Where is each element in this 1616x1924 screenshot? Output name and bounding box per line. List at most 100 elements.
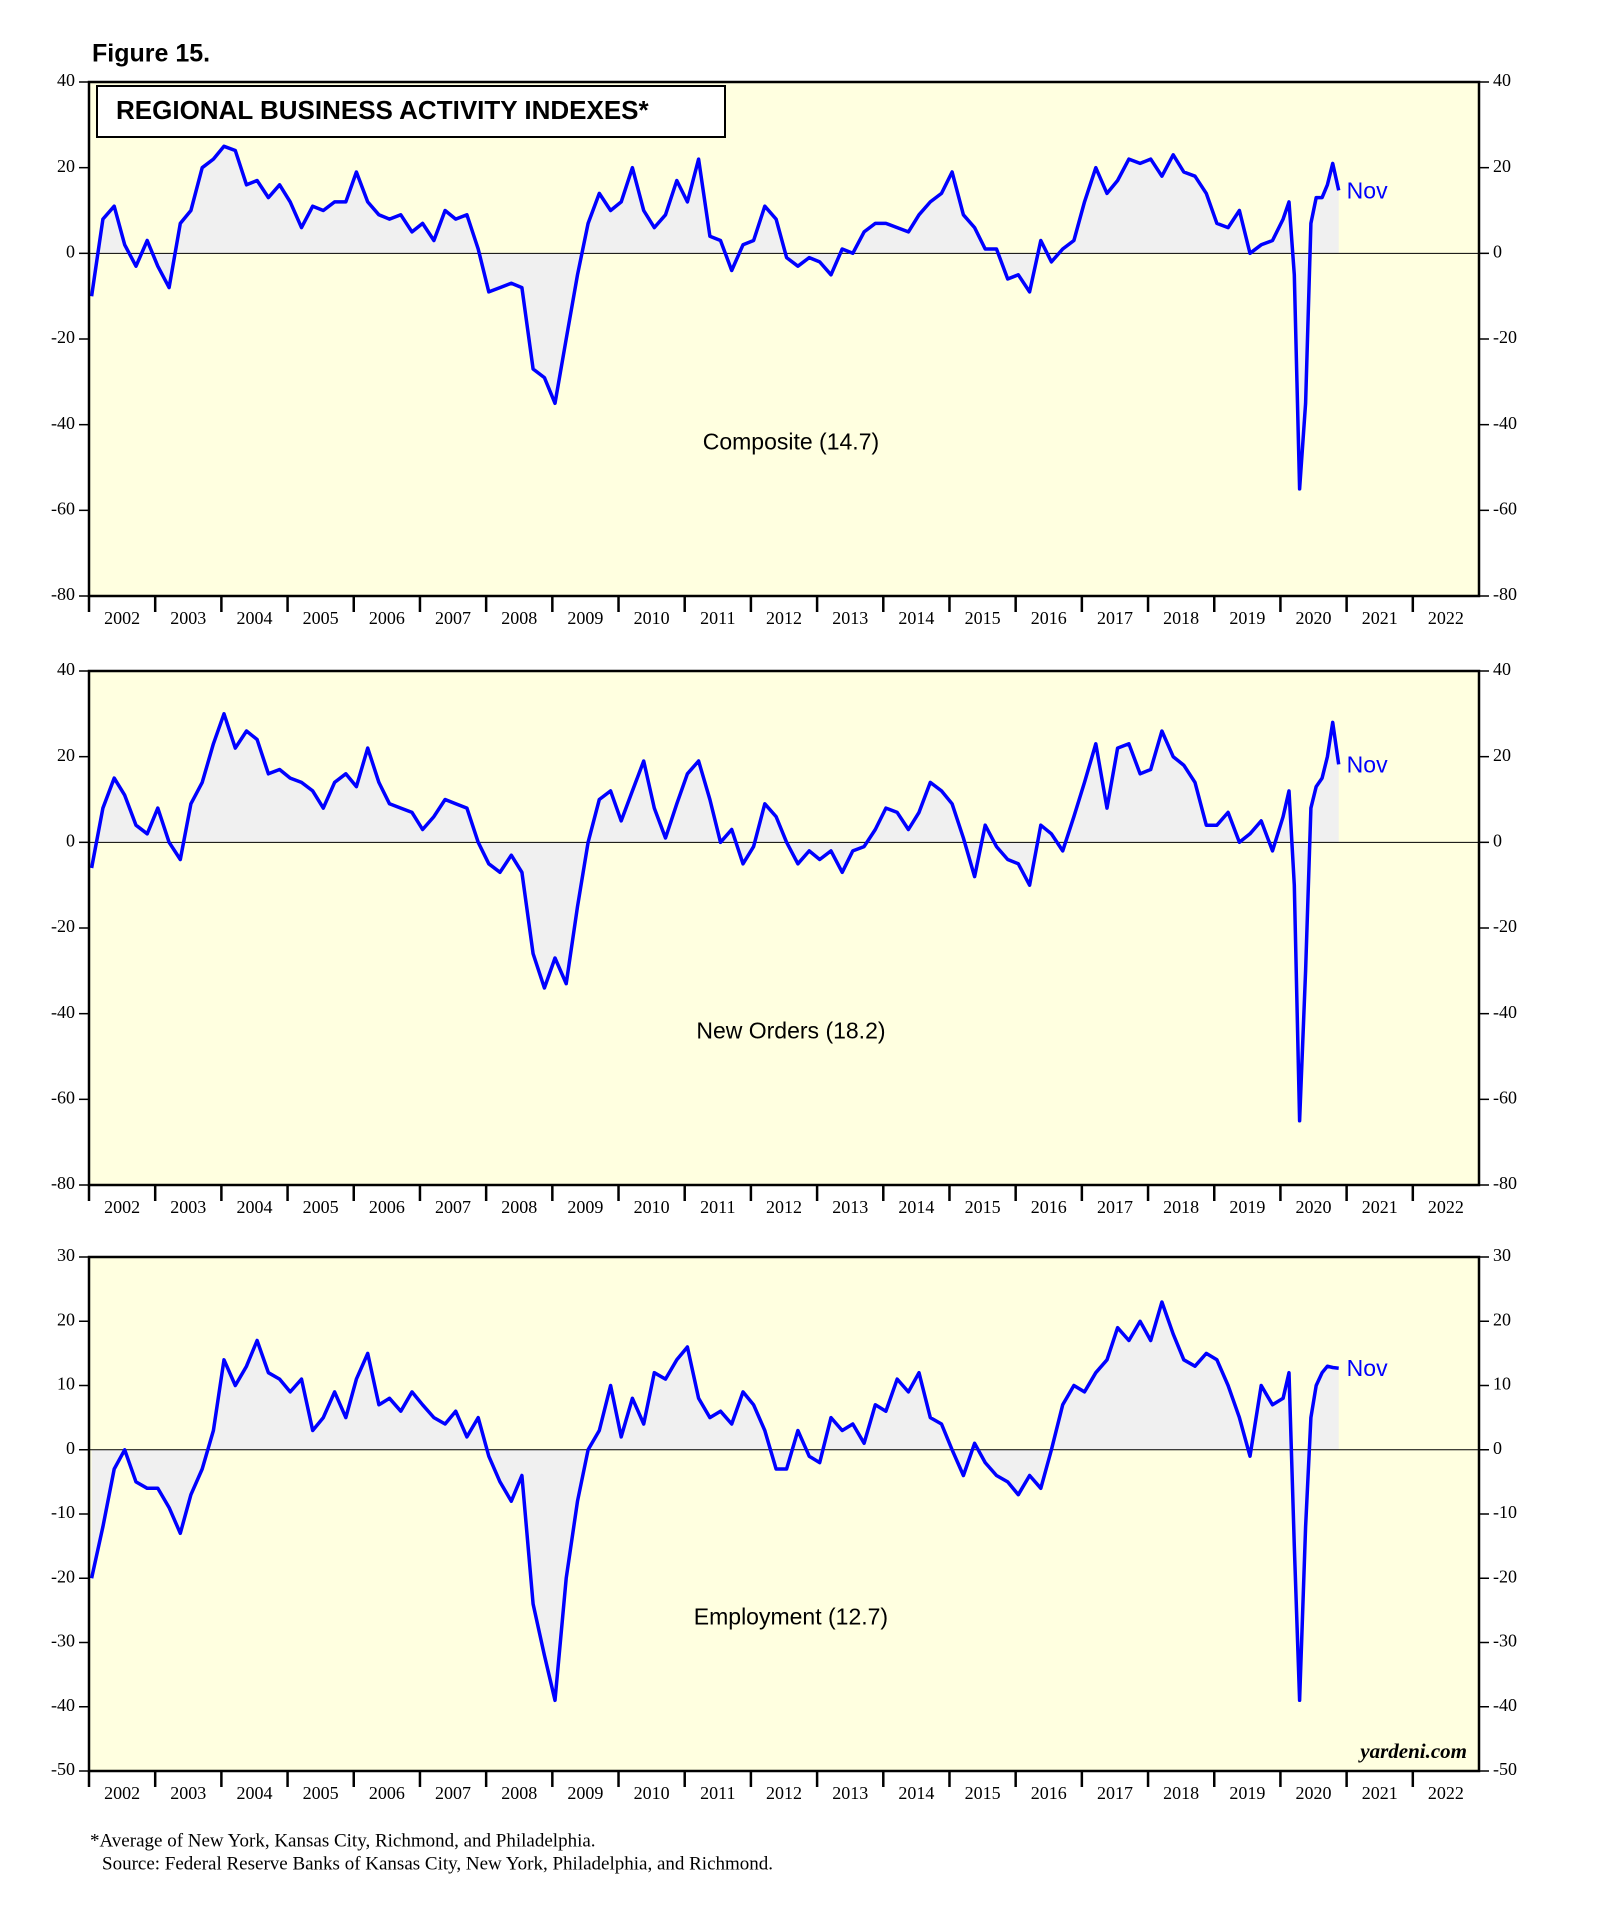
y2-tick-label: -30: [1493, 1631, 1517, 1651]
x-tick-label: 2014: [898, 1783, 934, 1803]
x-tick-label: 2011: [700, 608, 735, 628]
y-tick-label: -40: [51, 413, 75, 433]
credit: yardeni.com: [1357, 1739, 1467, 1763]
x-tick-label: 2012: [766, 608, 802, 628]
x-tick-label: 2020: [1296, 1197, 1332, 1217]
x-tick-label: 2008: [501, 1783, 537, 1803]
x-tick-label: 2015: [965, 1783, 1001, 1803]
x-tick-label: 2017: [1097, 1783, 1133, 1803]
y2-tick-label: 40: [1493, 70, 1511, 90]
x-tick-label: 2013: [832, 1197, 868, 1217]
x-tick-label: 2005: [303, 1783, 339, 1803]
plot-background: [89, 82, 1479, 596]
x-tick-label: 2014: [898, 608, 934, 628]
y2-tick-label: 0: [1493, 830, 1502, 850]
y-tick-label: -20: [51, 916, 75, 936]
x-tick-label: 2018: [1163, 1197, 1199, 1217]
x-tick-label: 2004: [236, 1197, 272, 1217]
end-label: Nov: [1347, 751, 1388, 777]
area-fill: [91, 146, 1339, 489]
annotation: New Orders (18.2): [696, 1017, 885, 1043]
y-tick-label: -60: [51, 498, 75, 518]
x-tick-label: 2012: [766, 1783, 802, 1803]
y-tick-label: 40: [57, 659, 75, 679]
end-label: Nov: [1347, 177, 1388, 203]
series-line: [89, 712, 1341, 1123]
x-tick-label: 2006: [369, 1783, 405, 1803]
y2-tick-label: -50: [1493, 1759, 1517, 1779]
chart-title: REGIONAL BUSINESS ACTIVITY INDEXES*: [116, 95, 650, 125]
x-tick-label: 2007: [435, 1197, 471, 1217]
x-tick-label: 2007: [435, 608, 471, 628]
x-tick-label: 2015: [965, 1197, 1001, 1217]
y2-tick-label: -80: [1493, 1173, 1517, 1193]
plot-background: [89, 671, 1479, 1185]
x-tick-label: 2010: [634, 1783, 670, 1803]
x-tick-label: 2021: [1362, 608, 1398, 628]
y2-tick-label: -40: [1493, 413, 1517, 433]
x-tick-label: 2013: [832, 1783, 868, 1803]
y2-tick-label: 40: [1493, 659, 1511, 679]
y-tick-label: 20: [57, 1309, 75, 1329]
y-tick-label: 0: [66, 241, 75, 261]
y-tick-label: -20: [51, 327, 75, 347]
y-tick-label: -60: [51, 1087, 75, 1107]
y2-tick-label: -40: [1493, 1695, 1517, 1715]
x-tick-label: 2016: [1031, 608, 1067, 628]
y2-tick-label: 10: [1493, 1374, 1511, 1394]
y2-tick-label: -40: [1493, 1002, 1517, 1022]
x-tick-label: 2020: [1296, 1783, 1332, 1803]
annotation: Employment (12.7): [694, 1603, 888, 1629]
x-tick-label: 2003: [170, 1197, 206, 1217]
x-tick-label: 2003: [170, 608, 206, 628]
x-tick-label: 2002: [104, 1197, 140, 1217]
x-tick-label: 2018: [1163, 1783, 1199, 1803]
x-tick-label: 2008: [501, 608, 537, 628]
x-tick-label: 2009: [567, 608, 603, 628]
x-tick-label: 2022: [1428, 1197, 1464, 1217]
x-tick-label: 2006: [369, 1197, 405, 1217]
x-tick-label: 2010: [634, 1197, 670, 1217]
x-tick-label: 2018: [1163, 608, 1199, 628]
y2-tick-label: 20: [1493, 1309, 1511, 1329]
x-tick-label: 2015: [965, 608, 1001, 628]
source: Source: Federal Reserve Banks of Kansas …: [102, 1853, 773, 1874]
x-tick-label: 2022: [1428, 1783, 1464, 1803]
y-tick-label: 30: [57, 1245, 75, 1265]
x-tick-label: 2019: [1229, 1197, 1265, 1217]
title-box: [96, 85, 726, 138]
x-tick-label: 2005: [303, 608, 339, 628]
y2-tick-label: -60: [1493, 1087, 1517, 1107]
y-tick-label: -20: [51, 1566, 75, 1586]
x-tick-label: 2010: [634, 608, 670, 628]
x-tick-label: 2016: [1031, 1783, 1067, 1803]
y-tick-label: -40: [51, 1695, 75, 1715]
y2-tick-label: 0: [1493, 241, 1502, 261]
x-tick-label: 2016: [1031, 1197, 1067, 1217]
footnote: *Average of New York, Kansas City, Richm…: [90, 1830, 596, 1851]
x-tick-label: 2013: [832, 608, 868, 628]
x-tick-label: 2020: [1296, 608, 1332, 628]
x-tick-label: 2012: [766, 1197, 802, 1217]
x-tick-label: 2022: [1428, 608, 1464, 628]
series-line: [89, 1300, 1339, 1703]
x-tick-label: 2021: [1362, 1783, 1398, 1803]
y2-tick-label: 0: [1493, 1438, 1502, 1458]
x-tick-label: 2014: [898, 1197, 934, 1217]
x-tick-label: 2005: [303, 1197, 339, 1217]
annotation: Composite (14.7): [703, 428, 879, 454]
y-tick-label: 40: [57, 70, 75, 90]
y2-tick-label: 30: [1493, 1245, 1511, 1265]
x-tick-label: 2004: [236, 1783, 272, 1803]
x-tick-label: 2003: [170, 1783, 206, 1803]
x-tick-label: 2011: [700, 1197, 735, 1217]
x-tick-label: 2007: [435, 1783, 471, 1803]
y-tick-label: -30: [51, 1631, 75, 1651]
y2-tick-label: -20: [1493, 1566, 1517, 1586]
x-tick-label: 2017: [1097, 1197, 1133, 1217]
y-tick-label: -80: [51, 1173, 75, 1193]
y2-tick-label: -20: [1493, 916, 1517, 936]
figure-label: Figure 15.: [92, 40, 210, 68]
y2-tick-label: -60: [1493, 498, 1517, 518]
